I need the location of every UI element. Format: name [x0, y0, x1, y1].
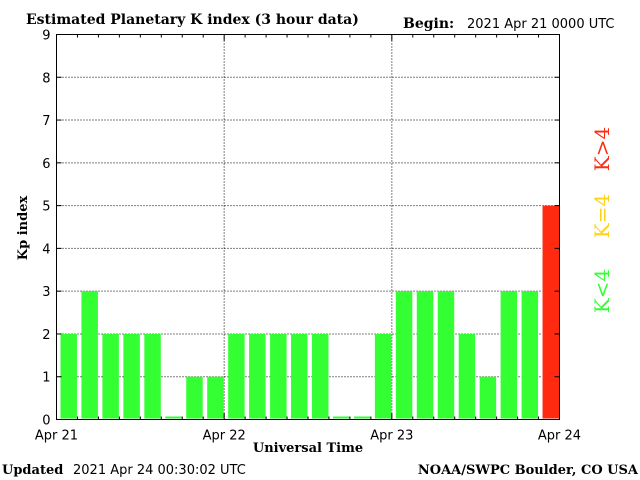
y-tick-label: 7 — [42, 114, 50, 129]
kp-bar — [102, 333, 119, 419]
y-tick-label: 4 — [42, 242, 50, 257]
kp-bar — [249, 333, 266, 419]
plot-area — [56, 34, 560, 420]
kp-bar — [479, 376, 497, 419]
kp-bar — [81, 291, 98, 419]
kp-bar — [228, 333, 245, 419]
x-tick-label: Apr 23 — [370, 429, 413, 444]
kp-bar — [500, 291, 518, 419]
y-tick-label: 5 — [42, 200, 50, 215]
kp-bar — [353, 416, 371, 419]
x-tick-label: Apr 22 — [203, 429, 246, 444]
kp-bar — [186, 376, 203, 419]
kp-bar — [332, 416, 350, 419]
updated-value: 2021 Apr 24 00:30:02 UTC — [73, 463, 246, 478]
y-tick-label: 8 — [42, 71, 50, 86]
y-tick-label: 6 — [42, 157, 50, 172]
x-axis-ticks: Apr 21 Apr 22 Apr 23 Apr 24 — [35, 34, 581, 444]
gridlines — [56, 34, 560, 420]
kp-bar — [521, 291, 539, 419]
kp-bar — [270, 333, 287, 419]
begin-label: Begin: — [403, 16, 454, 32]
legend-above-4: K>4 — [590, 127, 614, 171]
kp-bar — [542, 205, 559, 419]
legend-equal-4: K=4 — [590, 194, 614, 238]
y-tick-label: 3 — [42, 285, 50, 300]
kp-bar — [395, 291, 413, 419]
source-credit: NOAA/SWPC Boulder, CO USA — [418, 463, 639, 478]
kp-bar — [416, 291, 434, 419]
kp-bar — [458, 333, 476, 419]
chart-title: Estimated Planetary K index (3 hour data… — [26, 12, 359, 28]
bars — [60, 205, 559, 419]
y-tick-label: 1 — [42, 371, 50, 386]
y-axis-ticks: 0 1 2 3 4 5 6 7 8 9 — [42, 29, 560, 429]
kp-bar — [374, 333, 392, 419]
x-axis-label: Universal Time — [253, 441, 363, 456]
kp-bar — [144, 333, 161, 419]
x-tick-label: Apr 24 — [538, 429, 581, 444]
x-tick-label: Apr 21 — [35, 429, 78, 444]
begin-value: 2021 Apr 21 0000 UTC — [467, 17, 615, 32]
kp-bar — [291, 333, 308, 419]
kp-bar — [165, 416, 182, 419]
updated-label: Updated — [2, 463, 63, 478]
kp-bar — [207, 376, 224, 419]
y-tick-label: 2 — [42, 328, 50, 343]
kp-bar — [123, 333, 140, 419]
y-tick-label: 9 — [42, 29, 50, 44]
legend-below-4: K<4 — [590, 269, 614, 313]
kp-bar — [60, 333, 77, 419]
kp-bar — [312, 333, 329, 419]
y-axis-label: Kp index — [16, 196, 31, 261]
kp-bar — [437, 291, 455, 419]
y-tick-label: 0 — [42, 414, 50, 429]
